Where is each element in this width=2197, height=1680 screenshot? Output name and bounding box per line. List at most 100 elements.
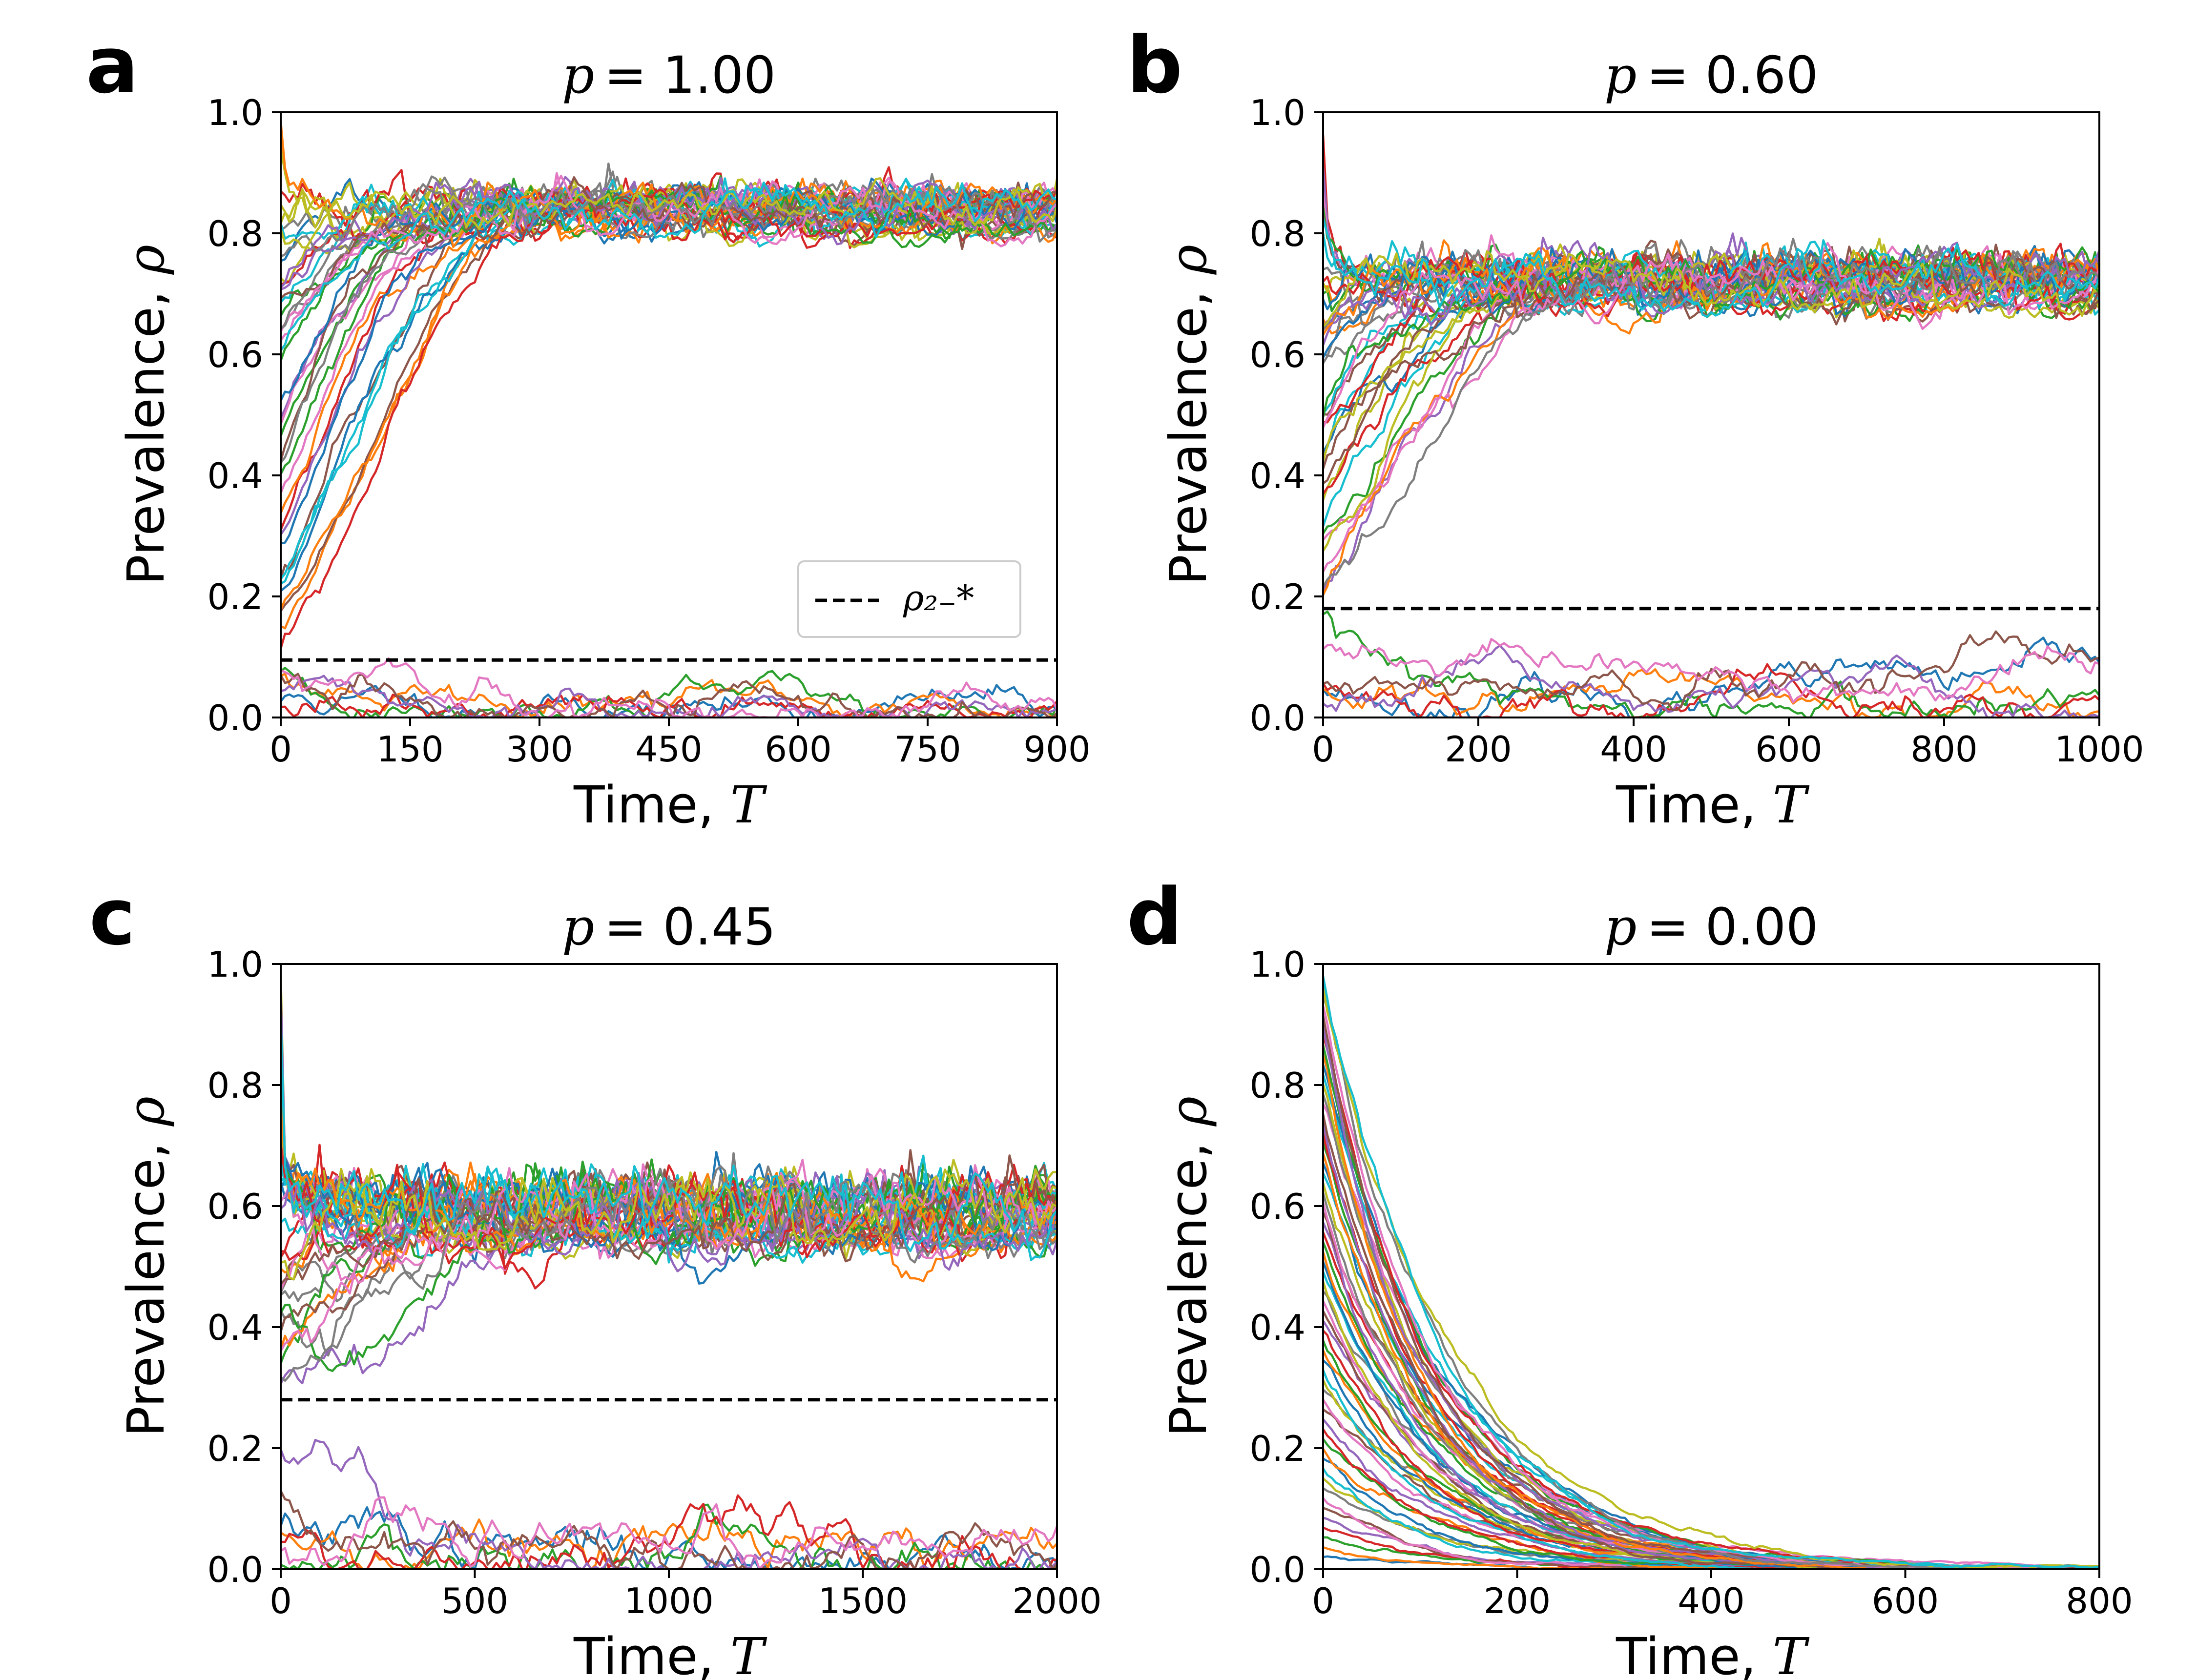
x-tick-label: 500 [441,1580,508,1621]
series-line [1323,1045,2099,1569]
y-tick-label: 0.0 [207,697,263,738]
x-axis-label: Time, T [573,775,767,835]
series-line [281,1143,1057,1270]
axes-frame [1322,963,2100,1570]
axes-frame [280,963,1058,1570]
x-axis-label: Time, T [1616,1627,1810,1680]
series-line [1323,644,2099,717]
y-tick-label: 0.6 [207,1186,263,1227]
series-line [281,1173,1057,1385]
axes-frame [1322,111,2100,718]
y-tick-label: 1.0 [207,944,263,985]
x-tick-label: 0 [1312,1580,1334,1621]
x-tick-label: 0 [1312,729,1334,770]
series-line [1323,976,2099,1569]
y-tick-label: 0.8 [207,1065,263,1106]
x-tick-label: 0 [269,1580,292,1621]
x-tick-label: 0 [269,729,292,770]
y-tick-label: 0.6 [1249,334,1306,375]
series-line [281,1152,1057,1382]
series-line [1323,638,2099,704]
y-tick-label: 1.0 [207,92,263,133]
series-line [1323,1172,2099,1569]
y-tick-label: 0.2 [1249,576,1306,617]
x-tick-label: 400 [1678,1580,1744,1621]
series-line [281,1154,1057,1285]
x-tick-label: 1500 [818,1580,908,1621]
series-line [1323,1015,2099,1569]
series-line [1323,636,2099,717]
legend-box [797,560,1021,638]
y-tick-label: 0.8 [1249,1065,1306,1106]
series-line [1323,630,2099,712]
series-line [281,1168,1057,1281]
y-tick-label: 0.4 [207,1307,263,1348]
x-tick-label: 600 [1872,1580,1939,1621]
series-line [1323,1094,2099,1569]
panel-letter: c [89,871,136,963]
panel-letter: b [1127,20,1183,111]
x-tick-label: 1000 [2054,729,2144,770]
chart-title: p = 0.60 [1604,45,1818,105]
x-tick-label: 200 [1484,1580,1551,1621]
series-line [1323,1005,2099,1569]
series-line [281,684,1057,717]
x-tick-label: 200 [1445,729,1512,770]
x-tick-label: 750 [894,729,961,770]
series-line [281,1160,1057,1373]
y-axis-label: Prevalence, ρ [1159,245,1218,585]
series-line [281,1490,1057,1569]
series-line [281,657,1057,717]
panel-letter: d [1127,871,1183,963]
chart-title: p = 0.00 [1604,897,1818,957]
chart-title: p = 0.45 [562,897,776,957]
series-line [1323,1163,2099,1569]
x-tick-label: 600 [765,729,831,770]
series-group [281,121,1057,717]
series-line [281,1164,1057,1352]
series-line [1323,1222,2099,1569]
y-tick-label: 0.6 [207,334,263,375]
series-line [281,1503,1057,1569]
series-line [281,1015,1057,1261]
series-line [1323,237,2099,588]
series-line [281,1095,1057,1253]
y-tick-label: 0.2 [207,1428,263,1469]
series-line [1323,985,2099,1569]
x-tick-label: 400 [1600,729,1667,770]
x-axis-label: Time, T [573,1627,767,1680]
x-tick-label: 150 [376,729,443,770]
y-tick-label: 1.0 [1249,92,1306,133]
panel-a: a p = 1.00 0 150 300 450 600 750 900 0.0 0.2 0.4 0.6 0… [86,20,1091,835]
x-tick-label: 450 [635,729,702,770]
series-line [1323,218,2099,318]
x-tick-label: 900 [1023,729,1090,770]
series-line [1323,250,2099,328]
chart-title: p = 1.00 [562,45,776,105]
x-tick-label: 2000 [1012,1580,1101,1621]
y-tick-label: 0.4 [1249,1307,1306,1348]
y-axis-label: Prevalence, ρ [1159,1096,1218,1437]
series-line [1323,1389,2099,1569]
panel-c: c p = 0.45 0 500 1000 1500 2000 0.0 0.2 0.4 0.6 0.8 1… [89,871,1102,1680]
series-line [281,175,1057,341]
series-line [281,1496,1057,1569]
y-tick-label: 0.2 [207,576,263,617]
y-tick-label: 0.4 [207,455,263,496]
y-tick-label: 0.4 [1249,455,1306,496]
legend-label: ρ₂₋* [903,577,974,618]
y-tick-label: 0.8 [207,213,263,254]
series-group [1323,976,2099,1569]
x-tick-label: 800 [1910,729,1977,770]
y-axis-label: Prevalence, ρ [116,245,176,585]
x-tick-label: 800 [2066,1580,2133,1621]
series-line [1323,610,2099,717]
y-tick-label: 0.0 [207,1549,263,1590]
legend: ρ₂₋* [797,560,1021,638]
series-line [281,176,1057,300]
y-tick-label: 0.2 [1249,1428,1306,1469]
y-tick-label: 0.0 [1249,697,1306,738]
panel-d: d p = 0.00 0 200 400 600 800 0.0 0.2 0.4 0.6 0.8 1.0 T… [1127,871,2133,1680]
y-tick-label: 0.0 [1249,1549,1306,1590]
